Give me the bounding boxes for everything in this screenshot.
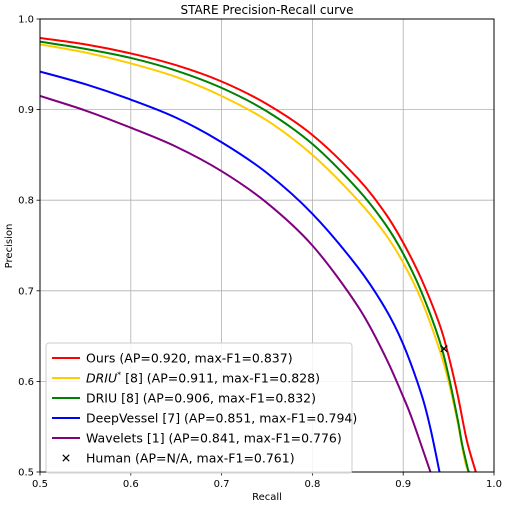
- legend-entry: DRIU* [8] (AP=0.911, max-F1=0.828): [52, 371, 320, 386]
- legend-entry: DeepVessel [7] (AP=0.851, max-F1=0.794): [52, 411, 357, 426]
- series-layer: [40, 37, 477, 472]
- series-clip-group: [40, 37, 477, 472]
- series-line-3: [40, 70, 441, 472]
- series-line-4: [40, 95, 432, 472]
- y-tick-label: 0.7: [18, 286, 34, 297]
- legend-box: [45, 342, 353, 474]
- legend-label: DeepVessel [7] (AP=0.851, max-F1=0.794): [86, 411, 357, 426]
- y-tick-label: 0.5: [18, 468, 34, 479]
- y-tick-label: 0.8: [18, 196, 34, 207]
- series-line-2: [40, 40, 470, 472]
- legend-entry: DRIU [8] (AP=0.906, max-F1=0.832): [52, 391, 316, 406]
- x-tick-label: 0.8: [304, 479, 320, 490]
- series-line-0: [40, 37, 477, 472]
- legend-swatch: [62, 454, 70, 462]
- legend-label: DRIU* [8] (AP=0.911, max-F1=0.828): [86, 371, 320, 386]
- legend-label: DRIU [8] (AP=0.906, max-F1=0.832): [86, 391, 316, 406]
- legend-label: Human (AP=N/A, max-F1=0.761): [86, 451, 295, 466]
- y-tick-label: 0.9: [18, 105, 34, 116]
- y-axis-label: Precision: [4, 224, 15, 269]
- x-axis-label: Recall: [252, 492, 282, 503]
- chart-title: STARE Precision-Recall curve: [180, 3, 353, 17]
- y-tick-label: 1.0: [18, 15, 34, 26]
- x-tick-label: 1.0: [486, 479, 502, 490]
- x-tick-label: 0.7: [214, 479, 230, 490]
- legend-entry: Ours (AP=0.920, max-F1=0.837): [52, 351, 293, 366]
- x-tick-label: 0.5: [32, 479, 48, 490]
- legend-entry: Human (AP=N/A, max-F1=0.761): [62, 451, 295, 466]
- human-marker: [440, 345, 448, 353]
- y-tick-label: 0.6: [18, 377, 34, 388]
- legend-entry: Wavelets [1] (AP=0.841, max-F1=0.776): [52, 431, 342, 446]
- x-tick-label: 0.9: [395, 479, 411, 490]
- legend-label: Ours (AP=0.920, max-F1=0.837): [86, 351, 293, 366]
- axis-ticks: 0.5 0.6 0.7 0.8 0.9 1.0 0.5 0.6 0.7 0.8 0.9 1.0: [18, 15, 502, 491]
- x-tick-label: 0.6: [123, 479, 139, 490]
- legend-label: Wavelets [1] (AP=0.841, max-F1=0.776): [86, 431, 342, 446]
- legend: Ours (AP=0.920, max-F1=0.837) DRIU* [8] (…: [45, 342, 357, 474]
